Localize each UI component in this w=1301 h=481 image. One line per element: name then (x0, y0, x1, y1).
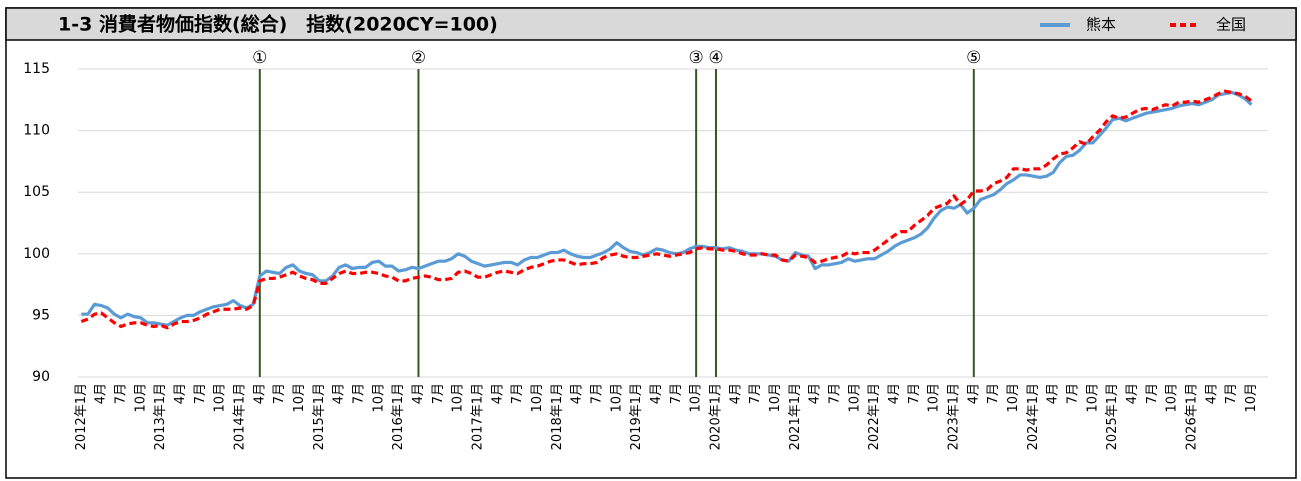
y-tick-label: 95 (32, 307, 50, 323)
x-tick-label: 2023年1月 (946, 383, 961, 450)
x-tick-label: 2016年1月 (391, 383, 406, 450)
y-tick-label: 110 (23, 123, 50, 139)
event-label: ⑤ (966, 48, 981, 68)
x-tick-label: 4月 (411, 383, 426, 404)
y-tick-label: 90 (32, 369, 50, 385)
x-tick-label: 7月 (1145, 383, 1160, 404)
x-tick-label: 7月 (510, 383, 525, 404)
event-label: ① (252, 48, 267, 68)
x-tick-label: 2015年1月 (312, 383, 327, 450)
x-tick-label: 2025年1月 (1105, 383, 1120, 450)
x-tick-label: 10月 (927, 383, 942, 413)
x-tick-label: 7月 (748, 383, 763, 404)
x-tick-label: 7月 (113, 383, 128, 404)
x-tick-label: 10月 (371, 383, 386, 413)
series-line (81, 90, 1253, 327)
x-tick-label: 7月 (193, 383, 208, 404)
y-tick-label: 105 (23, 184, 50, 200)
x-tick-label: 4月 (1125, 383, 1140, 404)
x-tick-label: 10月 (768, 383, 783, 413)
x-tick-label: 7月 (272, 383, 287, 404)
frame (5, 7, 1297, 479)
x-tick-label: 10月 (133, 383, 148, 413)
x-tick-label: 2014年1月 (232, 383, 247, 450)
x-tick-label: 7月 (1224, 383, 1239, 404)
x-tick-label: 2020年1月 (708, 383, 723, 450)
x-tick-label: 4月 (252, 383, 267, 404)
x-tick-label: 7月 (431, 383, 446, 404)
x-tick-label: 4月 (490, 383, 505, 404)
x-tick-label: 2022年1月 (867, 383, 882, 450)
event-label: ③ (689, 48, 704, 68)
x-tick-label: 10月 (689, 383, 704, 413)
y-tick-label: 115 (23, 61, 50, 77)
x-tick-label: 7月 (827, 383, 842, 404)
x-tick-label: 2013年1月 (153, 383, 168, 450)
x-tick-label: 4月 (966, 383, 981, 404)
x-tick-label: 7月 (907, 383, 922, 404)
x-tick-label: 10月 (530, 383, 545, 413)
x-tick-label: 4月 (570, 383, 585, 404)
x-tick-label: 4月 (1046, 383, 1061, 404)
title-bar (5, 7, 1297, 41)
x-tick-label: 4月 (887, 383, 902, 404)
x-tick-label: 2018年1月 (550, 383, 565, 450)
x-tick-label: 10月 (1006, 383, 1021, 413)
x-tick-label: 10月 (1165, 383, 1180, 413)
y-tick-label: 100 (23, 246, 50, 262)
x-tick-label: 4月 (649, 383, 664, 404)
x-tick-label: 7月 (589, 383, 604, 404)
x-tick-label: 2021年1月 (788, 383, 803, 450)
x-tick-label: 10月 (292, 383, 307, 413)
x-tick-label: 7月 (669, 383, 684, 404)
x-tick-label: 10月 (213, 383, 228, 413)
chart-title: 1-3 消費者物価指数(総合) 指数(2020CY=100) (58, 13, 498, 36)
x-tick-label: 4月 (173, 383, 188, 404)
x-tick-label: 10月 (1244, 383, 1259, 413)
event-label: ④ (708, 48, 723, 68)
x-tick-label: 10月 (847, 383, 862, 413)
legend-label: 熊本 (1086, 16, 1116, 34)
x-tick-label: 7月 (986, 383, 1001, 404)
x-tick-label: 4月 (728, 383, 743, 404)
event-label: ② (411, 48, 426, 68)
x-tick-label: 7月 (1065, 383, 1080, 404)
x-tick-label: 2024年1月 (1026, 383, 1041, 450)
x-tick-label: 4月 (332, 383, 347, 404)
x-tick-label: 2019年1月 (629, 383, 644, 450)
legend-label: 全国 (1216, 16, 1246, 34)
x-tick-label: 10月 (1085, 383, 1100, 413)
x-tick-label: 2012年1月 (74, 383, 89, 450)
x-tick-label: 2017年1月 (470, 383, 485, 450)
x-tick-label: 7月 (351, 383, 366, 404)
x-tick-label: 10月 (609, 383, 624, 413)
x-tick-label: 4月 (94, 383, 109, 404)
x-tick-label: 4月 (808, 383, 823, 404)
x-tick-label: 2026年1月 (1184, 383, 1199, 450)
series-line (80, 89, 1253, 330)
x-tick-label: 4月 (1204, 383, 1219, 404)
x-tick-label: 10月 (451, 383, 466, 413)
